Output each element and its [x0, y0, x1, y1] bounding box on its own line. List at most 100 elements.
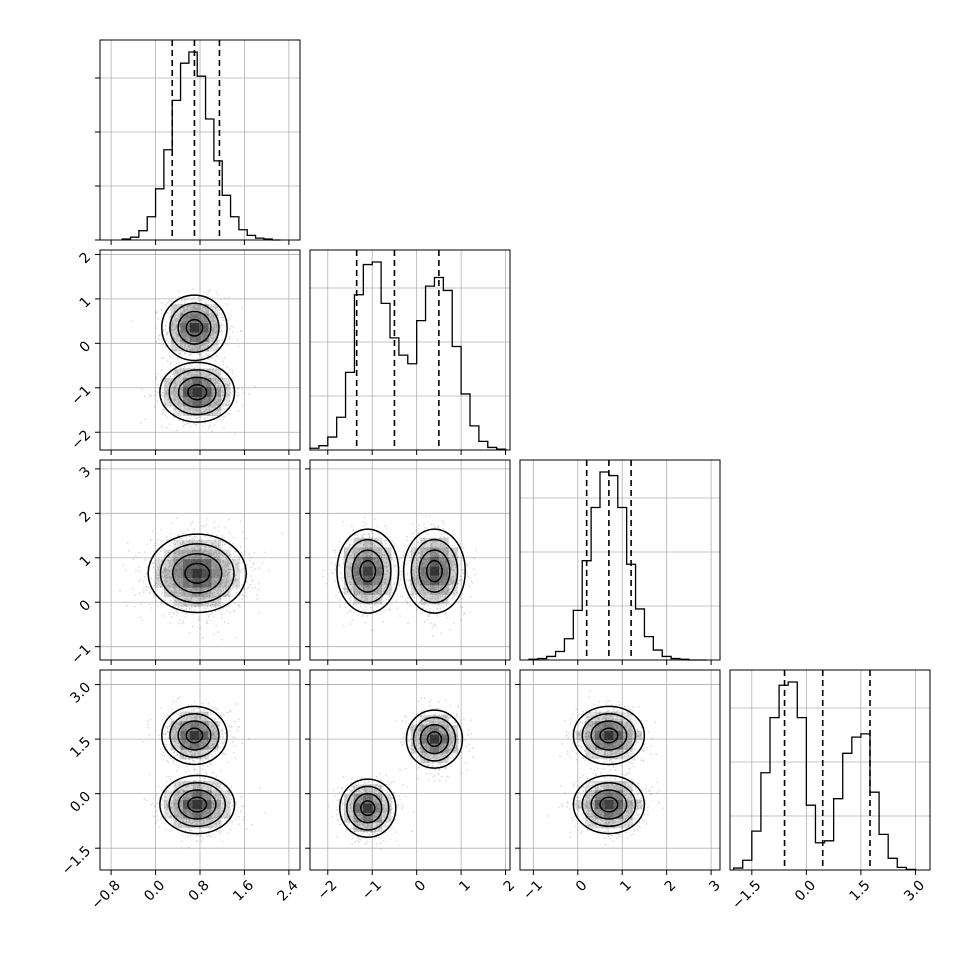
histogram-0 [121, 51, 281, 241]
density-cell [363, 803, 373, 813]
density-cell [220, 396, 231, 407]
density-cell [173, 406, 183, 416]
y-tick-label: 0.0 [67, 789, 94, 816]
density-cell [363, 812, 373, 823]
density-cell [173, 559, 183, 569]
density-cell [429, 724, 440, 735]
density-cell [623, 790, 633, 800]
density-cell [189, 730, 200, 741]
plot-background-layer [100, 40, 930, 870]
density-cell [192, 597, 202, 607]
density-cell [154, 568, 164, 579]
density-cell [192, 396, 202, 407]
density-cell [585, 749, 595, 760]
density-cell [208, 740, 219, 750]
density-cell [623, 780, 633, 791]
density-cell [420, 585, 430, 595]
density-cell [211, 809, 221, 819]
density-cell [604, 749, 614, 760]
density-cell [211, 406, 221, 416]
density-cell [429, 566, 440, 576]
density-cell [220, 578, 231, 588]
panel-3-1 [327, 697, 474, 850]
y-tick-label: −1 [68, 642, 94, 668]
contour-line [418, 549, 451, 593]
density-cell [189, 721, 200, 731]
density-cell [199, 721, 209, 731]
density-cell [594, 818, 605, 829]
density-cell [448, 575, 459, 586]
x-tick-label: −1.5 [729, 877, 764, 912]
density-cell [182, 578, 193, 588]
density-cell [173, 540, 183, 550]
density-cell [632, 730, 643, 741]
contour-line [177, 310, 212, 345]
contour-line [171, 552, 223, 594]
density-cell [173, 780, 183, 791]
contour-line [405, 709, 464, 769]
density-cell [429, 734, 440, 744]
density-cell [575, 730, 586, 741]
density-cell [201, 780, 212, 791]
density-cell [372, 793, 383, 804]
density-cell [353, 812, 364, 823]
density-cell [372, 547, 383, 557]
density-cell [201, 549, 212, 560]
density-cell [201, 790, 212, 800]
density-cell [439, 743, 449, 754]
density-cell [585, 730, 595, 741]
density-cell [585, 721, 595, 731]
density-cell [604, 809, 614, 819]
density-cell [211, 597, 221, 607]
panel-2-1 [322, 515, 477, 637]
contour-line [426, 731, 443, 748]
contour-line [590, 789, 628, 820]
density-cell [170, 740, 181, 750]
panel-frame [309, 249, 511, 451]
x-tick-label: −1 [520, 877, 546, 903]
scatter-points [142, 696, 266, 849]
panel-frame [519, 459, 721, 661]
density-cell [170, 323, 181, 333]
density-cell [585, 780, 595, 791]
density-cell [201, 396, 212, 407]
density-cell [163, 568, 174, 579]
density-cell [163, 578, 174, 588]
density-cell [173, 587, 183, 598]
density-cell [439, 734, 449, 744]
density-cell [199, 332, 209, 343]
panel-frame [729, 669, 931, 871]
density-cell [189, 313, 200, 324]
density-cell [410, 734, 421, 744]
density-cell [613, 711, 624, 722]
density-cell [363, 585, 373, 595]
density-cell [163, 396, 174, 407]
density-cell [353, 575, 364, 586]
density-cell [594, 721, 605, 731]
density-cell [199, 730, 209, 741]
contour-line [161, 294, 228, 362]
density-cell [189, 749, 200, 760]
density-cell [420, 556, 430, 567]
contour-line [187, 384, 208, 401]
y-tick-label: 0 [77, 338, 95, 356]
density-cell [623, 721, 633, 731]
density-cell [208, 721, 219, 731]
density-cell [180, 313, 190, 324]
density-cell [173, 377, 183, 388]
panel-background [310, 670, 510, 870]
density-cell [201, 406, 212, 416]
y-tick-label: 1 [77, 553, 95, 571]
density-cell [192, 818, 202, 829]
contour-line [599, 796, 619, 813]
density-cell [623, 730, 633, 741]
density-cell [192, 387, 202, 397]
density-cell [192, 799, 202, 810]
density-cell [163, 559, 174, 569]
density-cell [182, 780, 193, 791]
panel-3-0 [142, 696, 266, 849]
density-cell [372, 585, 383, 595]
contour-line [184, 562, 211, 584]
density-cell [623, 740, 633, 750]
density-cell [410, 566, 421, 576]
